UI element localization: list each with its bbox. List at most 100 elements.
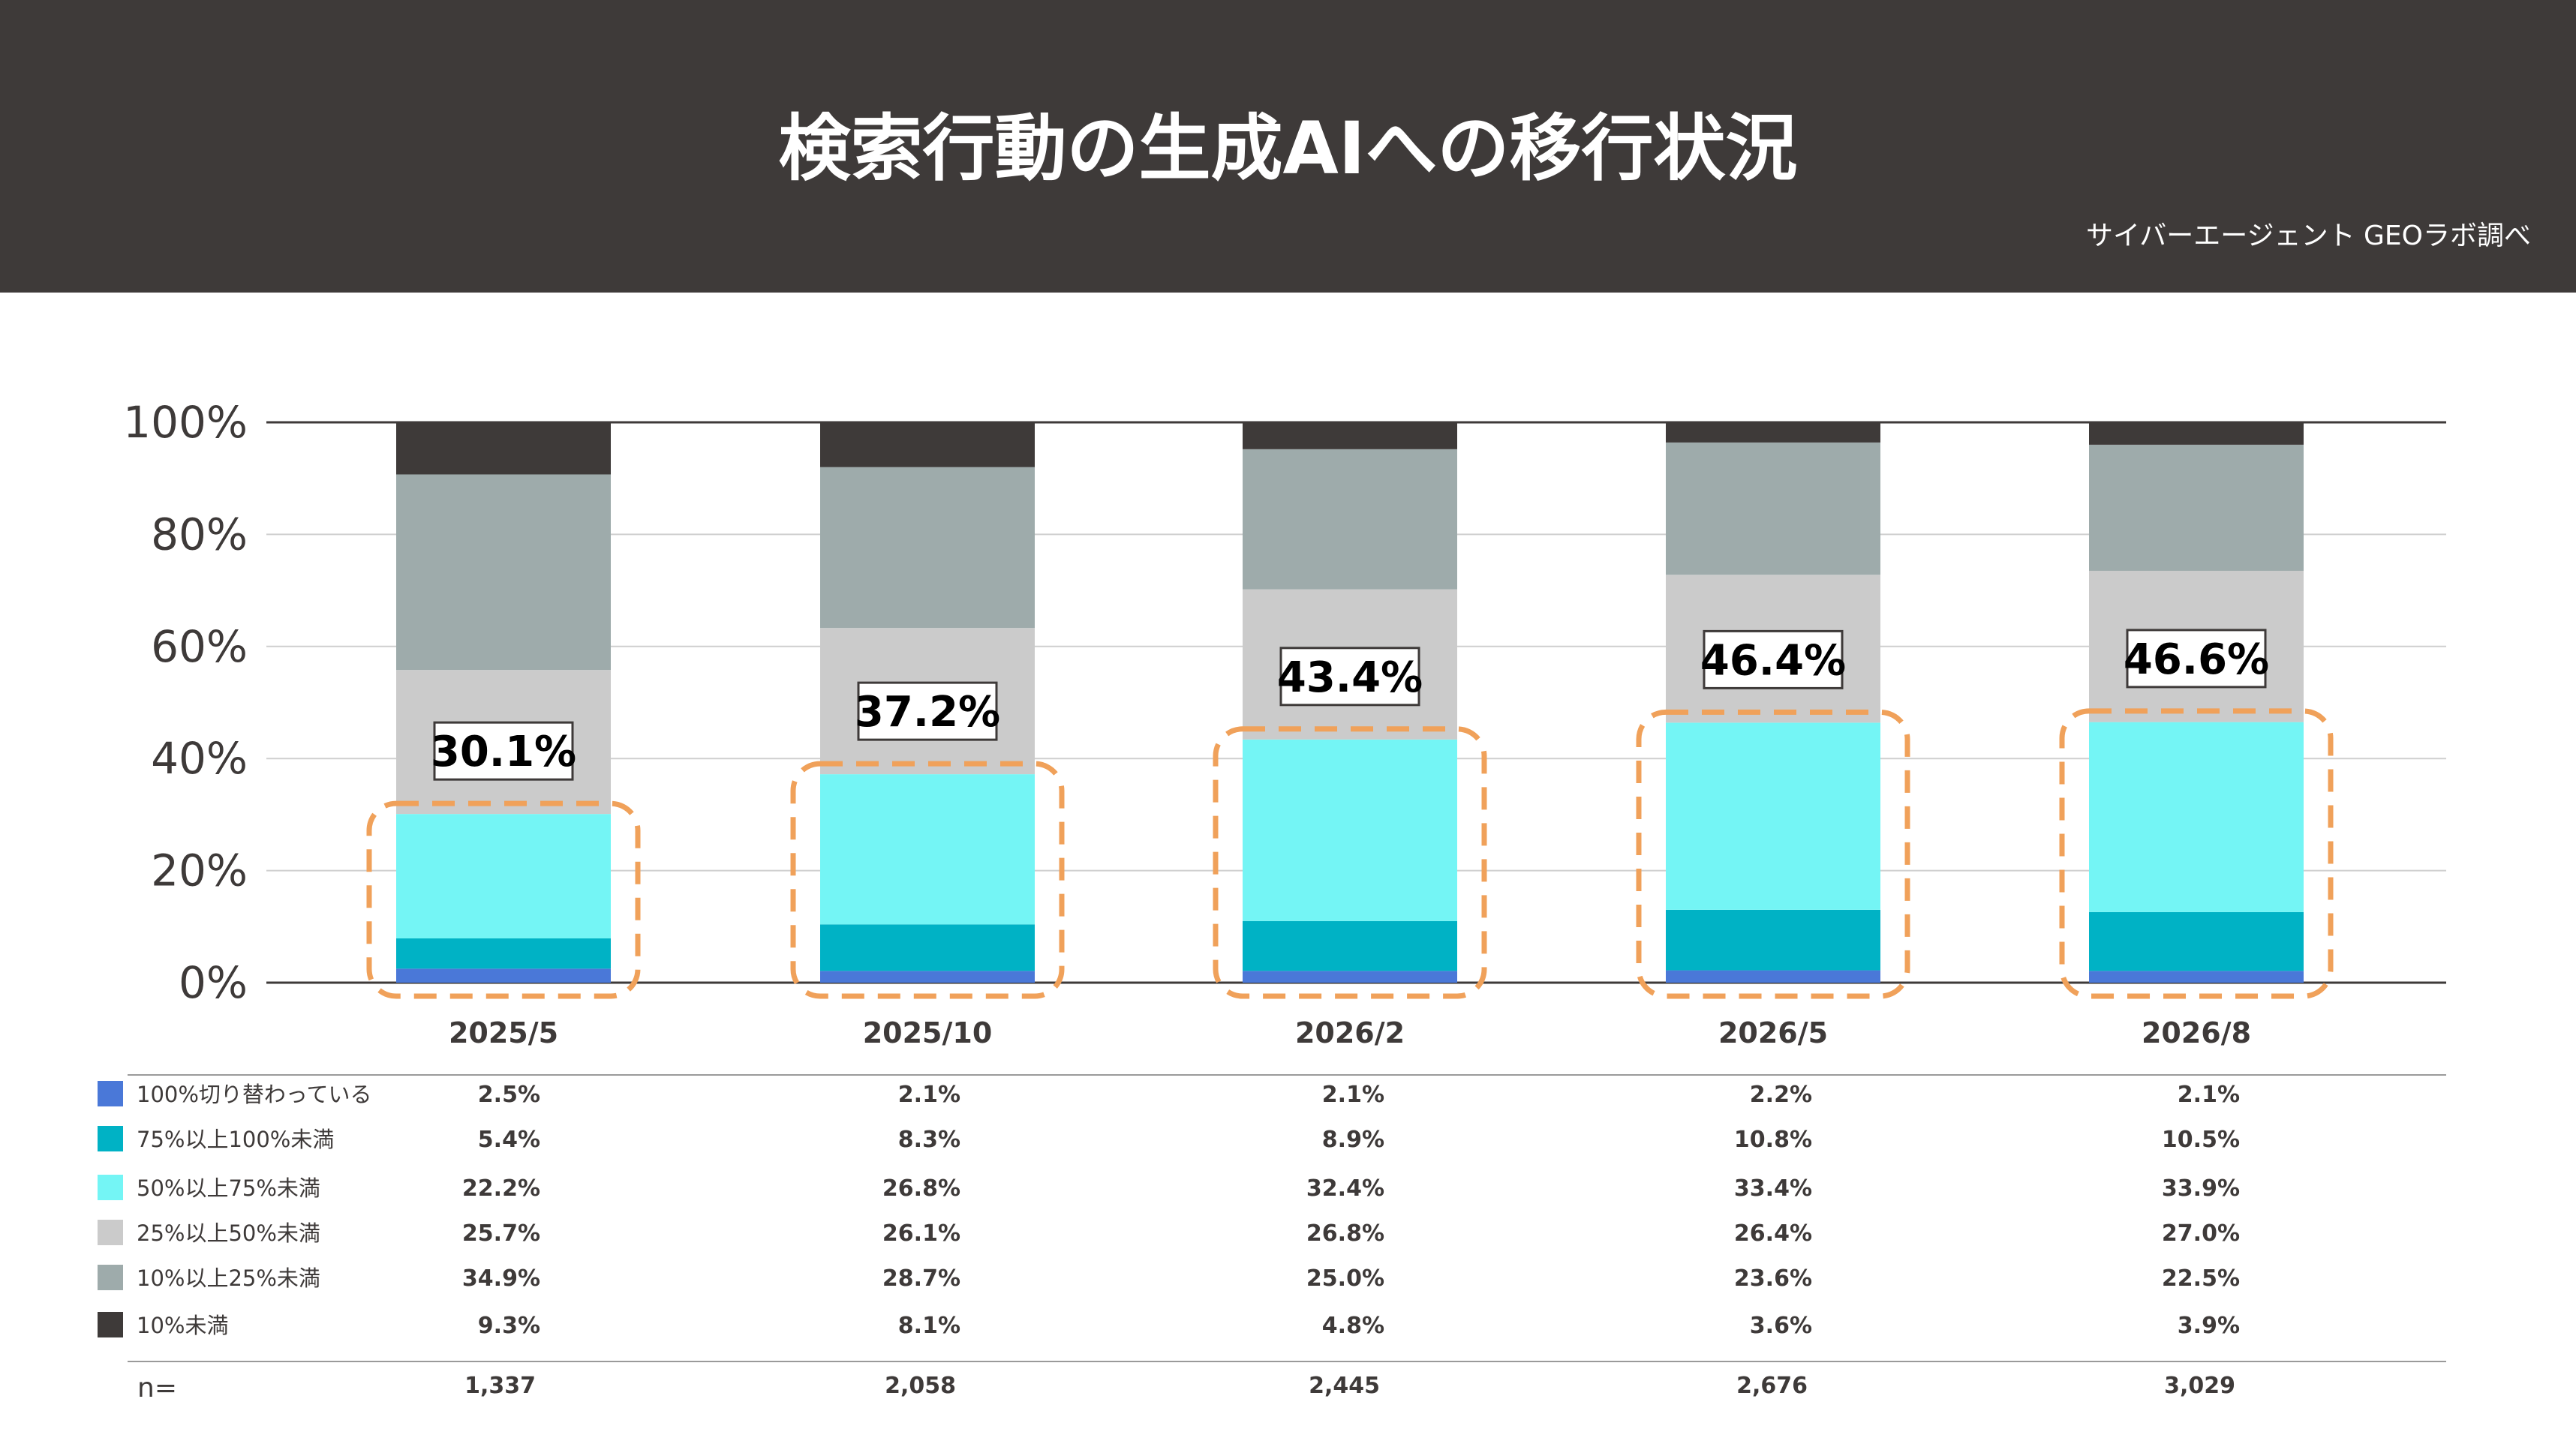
bar-segment (396, 474, 611, 671)
x-category-label: 2025/10 (863, 1016, 993, 1049)
x-category-label: 2026/2 (1295, 1016, 1405, 1049)
legend-swatch (98, 1126, 123, 1151)
bar-segment (1666, 970, 1880, 983)
x-category-label: 2026/8 (2142, 1016, 2251, 1049)
table-cell: 8.9% (1322, 1127, 1384, 1153)
table-cell: 8.3% (898, 1127, 960, 1153)
bar-segment (1666, 722, 1880, 910)
table-cell: 22.2% (462, 1175, 540, 1202)
y-tick-label: 100% (123, 397, 248, 448)
bar-segment (396, 814, 611, 938)
page-title: 検索行動の生成AIへの移行状況 (778, 107, 1798, 191)
legend-swatch (98, 1081, 123, 1106)
table-cell: 22.5% (2162, 1265, 2240, 1292)
bar-segment (820, 467, 1035, 629)
bar-segment (396, 968, 611, 983)
table-cell: 33.9% (2162, 1175, 2240, 1202)
bar-segment (2089, 722, 2304, 912)
y-tick-label: 20% (151, 845, 248, 896)
bar-segment (1243, 449, 1457, 590)
y-axis-ticks: 0% 20% 40% 60% 80% 100% (123, 397, 248, 1008)
n-value: 3,029 (2164, 1373, 2235, 1399)
highlight-box (2059, 708, 2334, 999)
legend-swatch (98, 1312, 123, 1337)
table-cell: 28.7% (882, 1265, 960, 1292)
table-cell: 10.5% (2162, 1127, 2240, 1153)
table-cell: 2.5% (478, 1082, 540, 1108)
bar-segment (1666, 442, 1880, 575)
data-table: 100%切り替わっている 2.5% 2.1% 2.1% 2.2% 2.1% 75%以上100… (98, 1074, 2446, 1403)
table-cell: 25.7% (462, 1220, 540, 1247)
table-cell: 3.6% (1750, 1313, 1812, 1339)
bar-segment (1243, 422, 1457, 449)
callout-box (1279, 647, 1420, 707)
bar-segment (1243, 971, 1457, 983)
legend-label: 10%未満 (137, 1313, 228, 1338)
stacked-bar-chart: 0% 20% 40% 60% 80% 100% 30.1% 37.2% 43.4% 46.4% 4… (98, 397, 2446, 1403)
highlight-box (366, 800, 641, 999)
bar-segment (2089, 444, 2304, 571)
callout-label: 30.1% (431, 728, 576, 776)
bar-segment (820, 924, 1035, 971)
callout-label: 37.2% (855, 688, 1000, 737)
callout-label: 46.6% (2124, 635, 2269, 684)
table-cell: 9.3% (478, 1313, 540, 1339)
table-cell: 2.1% (1322, 1082, 1384, 1108)
legend-label: 10%以上25%未満 (137, 1265, 320, 1291)
table-cell: 2.2% (1750, 1082, 1812, 1108)
table-cell: 25.0% (1306, 1265, 1384, 1292)
table-cell: 26.4% (1734, 1220, 1812, 1247)
highlight-box (1213, 726, 1487, 999)
bar-segment (1243, 920, 1457, 971)
n-value: 2,676 (1736, 1373, 1808, 1399)
bar-segment (820, 971, 1035, 983)
legend-label: 75%以上100%未満 (137, 1127, 334, 1152)
n-value: 2,058 (885, 1373, 956, 1399)
table-cell: 32.4% (1306, 1175, 1384, 1202)
n-value: 2,445 (1309, 1373, 1380, 1399)
callout-box (1703, 629, 1844, 689)
highlight-box (1636, 709, 1910, 999)
table-cell: 26.8% (882, 1175, 960, 1202)
highlight-boxes (366, 708, 2334, 999)
legend-swatch (98, 1265, 123, 1290)
bar-segment (396, 422, 611, 475)
table-cell: 26.8% (1306, 1220, 1384, 1247)
table-cell: 33.4% (1734, 1175, 1812, 1202)
bar-segment (2089, 971, 2304, 983)
bar-segment (396, 938, 611, 969)
category-labels: 2025/5 2025/10 2026/2 2026/5 2026/8 (449, 1016, 2251, 1049)
legend-label: 100%切り替わっている (137, 1082, 371, 1107)
table-cell: 8.1% (898, 1313, 960, 1339)
bar-segment (820, 422, 1035, 467)
x-category-label: 2025/5 (449, 1016, 558, 1049)
table-cell: 4.8% (1322, 1313, 1384, 1339)
legend-label: 50%以上75%未満 (137, 1175, 320, 1201)
y-tick-label: 80% (151, 509, 248, 560)
x-category-label: 2026/5 (1718, 1016, 1828, 1049)
y-tick-label: 60% (151, 621, 248, 672)
table-cell: 34.9% (462, 1265, 540, 1292)
y-tick-label: 40% (151, 733, 248, 784)
highlight-box (790, 761, 1065, 999)
bars (396, 422, 2304, 983)
table-cell: 5.4% (478, 1127, 540, 1153)
legend-swatch (98, 1220, 123, 1245)
callout-label: 46.4% (1700, 636, 1846, 685)
callout-box (857, 681, 998, 741)
table-cell: 27.0% (2162, 1220, 2240, 1247)
bar-segment (2089, 422, 2304, 445)
callout-box (2126, 629, 2267, 689)
bar-segment (820, 774, 1035, 925)
bar-segment (1666, 422, 1880, 443)
bar-segment (1666, 909, 1880, 971)
bar-segment (2089, 911, 2304, 971)
bar-segment (1243, 739, 1457, 921)
table-cell: 26.1% (882, 1220, 960, 1247)
table-cell: 10.8% (1734, 1127, 1812, 1153)
table-cell: 2.1% (898, 1082, 960, 1108)
source-note: サイバーエージェント GEOラボ調べ (2086, 221, 2531, 251)
n-label: n= (137, 1373, 177, 1403)
table-cell: 2.1% (2178, 1082, 2240, 1108)
y-tick-label: 0% (179, 957, 248, 1008)
